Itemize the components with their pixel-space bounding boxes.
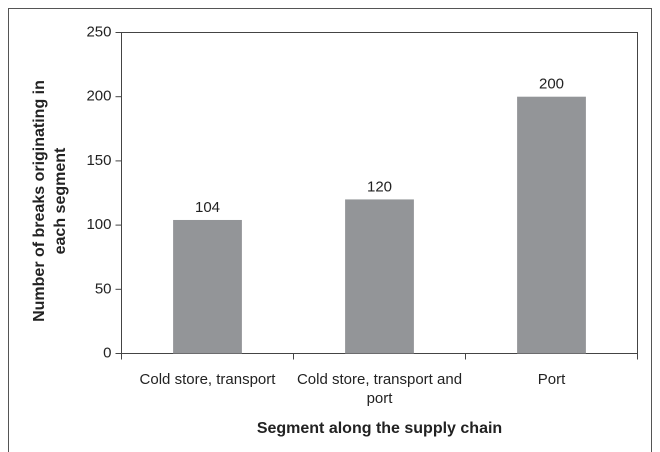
y-tick-label: 150 — [86, 152, 111, 169]
data-label: 104 — [195, 199, 220, 216]
y-tick-label: 50 — [95, 280, 112, 297]
data-label: 120 — [367, 178, 392, 195]
y-tick-label: 250 — [86, 23, 111, 40]
frame — [8, 8, 652, 452]
y-tick-label: 0 — [103, 344, 111, 361]
y-tick-label: 100 — [86, 216, 111, 233]
bar — [345, 199, 414, 354]
x-tick-label: Port — [537, 370, 566, 388]
data-label: 200 — [539, 76, 564, 93]
bar — [517, 96, 586, 354]
y-tick-label: 200 — [86, 88, 111, 105]
x-tick-label: Cold store, transport — [139, 370, 276, 388]
x-axis-title: Segment along the supply chain — [256, 420, 503, 437]
x-tick-label: Cold store, transport and port — [296, 370, 463, 407]
y-axis-title: Number of breaks originating in each seg… — [31, 80, 69, 322]
bar — [173, 219, 242, 354]
